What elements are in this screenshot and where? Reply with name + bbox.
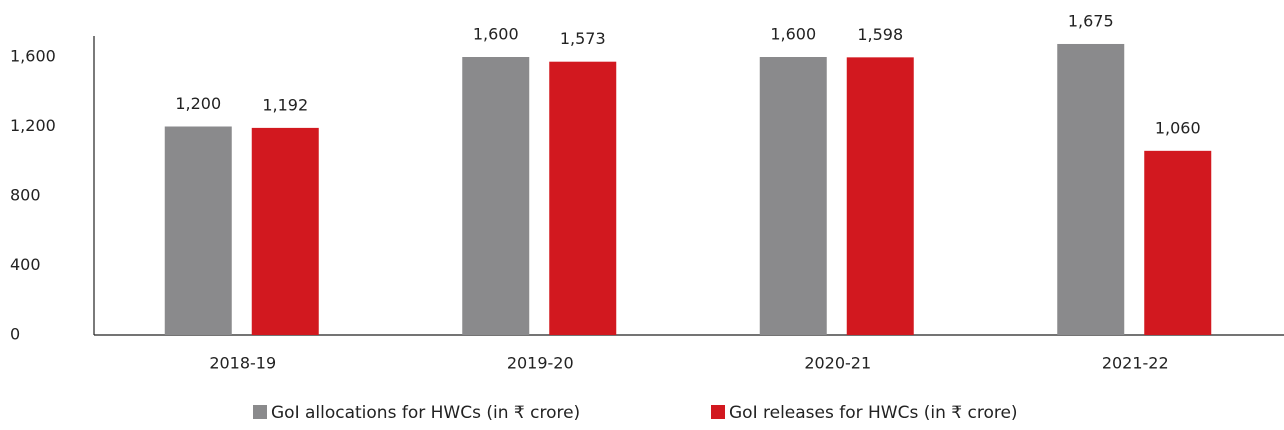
value-label: 1,060 (1155, 118, 1201, 137)
bar (462, 57, 530, 335)
x-tick-label: 2018-19 (209, 354, 276, 373)
bar (1057, 43, 1125, 335)
bar (251, 127, 319, 335)
value-label: 1,600 (770, 25, 816, 44)
y-tick-label: 1,600 (10, 47, 56, 66)
value-label: 1,200 (175, 94, 221, 113)
value-label: 1,600 (473, 25, 519, 44)
x-tick-label: 2020-21 (804, 354, 871, 373)
bar (549, 61, 617, 335)
x-tick-label: 2019-20 (507, 354, 574, 373)
legend-label: GoI allocations for HWCs (in ₹ crore) (271, 403, 580, 423)
bar (759, 57, 827, 335)
y-tick-label: 1,200 (10, 116, 56, 135)
bar (164, 126, 232, 335)
legend-swatch (253, 405, 267, 419)
value-label: 1,192 (262, 95, 308, 114)
legend-label: GoI releases for HWCs (in ₹ crore) (729, 403, 1018, 423)
y-tick-label: 0 (10, 325, 20, 344)
y-tick-label: 800 (10, 186, 41, 205)
value-label: 1,598 (857, 25, 903, 44)
x-tick-label: 2021-22 (1102, 354, 1169, 373)
legend-swatch (711, 405, 725, 419)
value-label: 1,573 (560, 29, 606, 48)
y-tick-label: 400 (10, 255, 41, 274)
bar (846, 57, 914, 335)
value-label: 1,675 (1068, 11, 1114, 30)
bar (1144, 150, 1212, 335)
